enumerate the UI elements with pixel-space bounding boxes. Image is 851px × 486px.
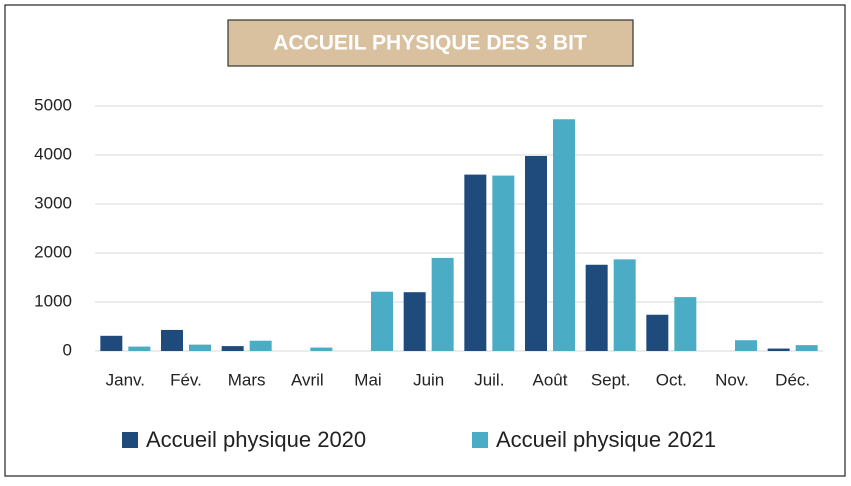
x-tick-label: Avril bbox=[291, 370, 324, 389]
bar bbox=[795, 345, 818, 351]
bar bbox=[613, 259, 636, 351]
x-tick-label: Juin bbox=[413, 370, 444, 389]
legend-swatch bbox=[122, 432, 138, 448]
x-tick-label: Sept. bbox=[591, 370, 631, 389]
x-tick-label: Fév. bbox=[170, 370, 202, 389]
bar bbox=[492, 175, 515, 351]
bar bbox=[431, 257, 454, 351]
x-tick-label: Nov. bbox=[715, 370, 749, 389]
x-tick-label: Juil. bbox=[474, 370, 504, 389]
bar bbox=[161, 329, 183, 351]
y-tick-label: 2000 bbox=[34, 242, 72, 261]
bar bbox=[310, 347, 333, 351]
x-tick-label: Déc. bbox=[775, 370, 810, 389]
bar bbox=[646, 314, 669, 351]
x-tick-label: Mars bbox=[228, 370, 266, 389]
bar bbox=[525, 155, 547, 351]
y-tick-label: 1000 bbox=[34, 291, 72, 310]
legend-label: Accueil physique 2021 bbox=[496, 427, 716, 452]
bar bbox=[553, 119, 575, 351]
bar bbox=[403, 292, 426, 351]
legend-label: Accueil physique 2020 bbox=[146, 427, 366, 452]
bar bbox=[221, 346, 244, 351]
x-tick-label: Janv. bbox=[106, 370, 145, 389]
bar bbox=[674, 297, 697, 351]
bar bbox=[767, 348, 790, 351]
title-box bbox=[227, 19, 634, 67]
y-tick-label: 4000 bbox=[34, 144, 72, 163]
bar bbox=[585, 264, 608, 351]
x-tick-label: Mai bbox=[354, 370, 381, 389]
bar bbox=[128, 346, 151, 351]
chart-border bbox=[4, 4, 846, 477]
bar bbox=[189, 344, 211, 351]
chart-title: ACCUEIL PHYSIQUE DES 3 BIT bbox=[273, 32, 587, 55]
x-tick-label: Août bbox=[533, 370, 568, 389]
y-tick-label: 0 bbox=[63, 340, 72, 359]
y-tick-label: 3000 bbox=[34, 193, 72, 212]
y-tick-label: 5000 bbox=[34, 95, 72, 114]
legend-swatch bbox=[472, 432, 488, 448]
bar bbox=[464, 174, 487, 351]
x-tick-label: Oct. bbox=[656, 370, 687, 389]
bar bbox=[100, 335, 123, 351]
bar bbox=[249, 340, 272, 351]
bar bbox=[735, 340, 757, 351]
bar bbox=[371, 291, 393, 351]
